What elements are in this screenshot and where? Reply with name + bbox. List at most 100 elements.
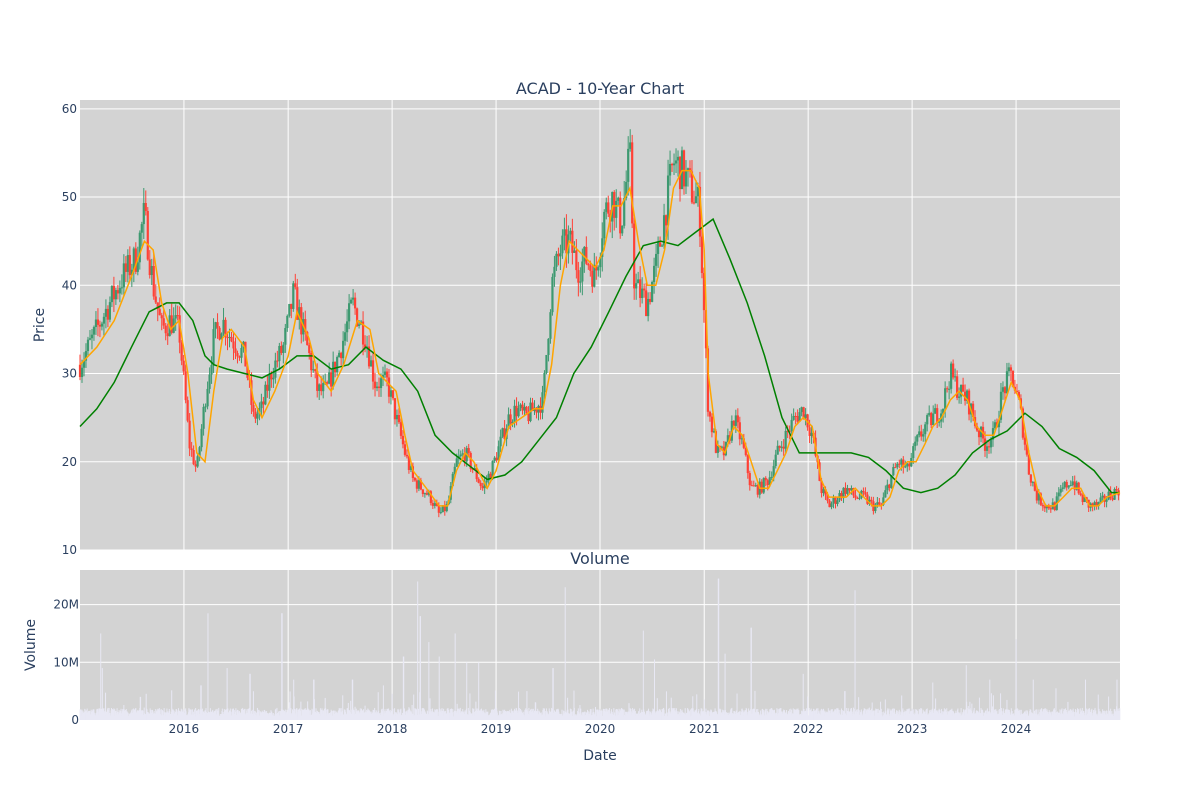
price-y-ticks: 10 20 30 40 50 60: [62, 102, 77, 557]
candle-body: [338, 352, 341, 358]
candle-body: [363, 344, 367, 349]
candle-body: [176, 315, 179, 317]
volume-y-ticks: 0 10M 20M: [53, 598, 79, 727]
candle-body: [280, 345, 283, 353]
candle-body: [1021, 408, 1024, 438]
candle-body: [603, 211, 606, 239]
candle-body: [433, 503, 436, 506]
candle-body: [437, 505, 440, 513]
price-y-tick: 50: [62, 190, 77, 204]
candle-body: [224, 319, 227, 338]
candle-body: [720, 446, 723, 448]
candle-body: [577, 270, 580, 283]
candle-body: [908, 463, 911, 467]
candle-body: [918, 431, 921, 436]
candle-body: [162, 318, 165, 326]
candle-body: [102, 316, 106, 324]
candle-body: [214, 322, 217, 330]
candle-body: [934, 408, 937, 414]
candle-body: [826, 494, 829, 501]
candle-body: [906, 463, 909, 467]
candle-body: [938, 421, 941, 423]
candle-body: [559, 253, 562, 257]
candle-body: [948, 388, 951, 390]
candle-body: [188, 420, 191, 449]
candle-body: [292, 283, 295, 309]
candle-body: [846, 488, 849, 494]
candle-body: [351, 297, 355, 300]
candle-body: [226, 337, 229, 339]
ma-short-line: [79, 169, 1121, 507]
candle-body: [639, 279, 642, 298]
candle-body: [804, 414, 807, 418]
candle-body: [328, 372, 331, 384]
volume-y-tick: 20M: [53, 598, 79, 612]
candle-body: [1071, 481, 1074, 486]
candle-body: [493, 457, 496, 462]
candle-body: [90, 334, 94, 339]
candle-body: [403, 444, 407, 455]
candle-body: [878, 502, 881, 505]
candle-body: [218, 327, 221, 340]
candle-body: [778, 445, 781, 448]
candle-body: [531, 402, 534, 412]
candle-body: [316, 371, 319, 391]
candle-body: [782, 446, 785, 449]
price-chart-title: ACAD - 10-Year Chart: [516, 79, 684, 98]
candle-body: [882, 497, 885, 505]
candle-body: [290, 303, 293, 309]
candle-body: [415, 480, 418, 489]
candle-body: [916, 435, 919, 442]
candle-body: [870, 499, 873, 502]
candle-body: [1073, 481, 1076, 490]
candle-body: [824, 489, 827, 495]
candle-body: [314, 369, 317, 372]
candle-body: [892, 467, 895, 476]
candle-body: [1061, 487, 1064, 489]
candle-body: [455, 458, 458, 467]
candle-body: [509, 414, 512, 424]
x-tick: 2021: [689, 722, 720, 736]
candle-body: [355, 308, 359, 326]
candle-body: [272, 377, 275, 380]
candle-body: [963, 391, 967, 401]
candle-body: [208, 374, 211, 389]
candle-body: [1067, 485, 1070, 488]
candle-body: [423, 493, 426, 495]
candle-body: [1049, 508, 1052, 510]
candle-body: [1099, 497, 1102, 502]
candle-body: [184, 371, 187, 401]
candle-body: [842, 487, 845, 499]
candle-body: [587, 263, 590, 266]
candle-body: [238, 356, 241, 358]
volume-y-tick: 0: [71, 713, 79, 727]
candle-body: [158, 309, 161, 316]
candle-body: [274, 360, 277, 378]
candle-body: [264, 384, 267, 405]
candle-body: [138, 232, 141, 263]
candle-body: [194, 464, 197, 467]
candle-body: [726, 435, 729, 442]
date-x-ticks: 2016 2017 2018 2019 2020 2021 2022 2023 2024: [169, 722, 1032, 736]
candle-body: [959, 384, 963, 397]
candle-body: [515, 405, 518, 417]
candle-body: [1091, 503, 1094, 507]
candle-body: [541, 392, 544, 413]
candle-body: [583, 246, 586, 262]
candle-body: [256, 413, 259, 419]
candle-body: [124, 263, 127, 272]
candle-body: [443, 505, 446, 512]
candle-body: [1041, 504, 1044, 507]
candle-body: [80, 367, 84, 378]
candle-body: [495, 457, 498, 461]
candle-body: [377, 386, 381, 389]
candle-body: [975, 426, 979, 431]
candle-body: [371, 360, 375, 382]
candle-body: [395, 414, 399, 420]
candle-body: [1057, 492, 1060, 497]
candle-body: [651, 281, 654, 302]
candle-body: [1043, 506, 1046, 509]
candle-body: [780, 446, 783, 448]
candle-body: [768, 477, 771, 486]
candle-body: [1075, 482, 1078, 490]
